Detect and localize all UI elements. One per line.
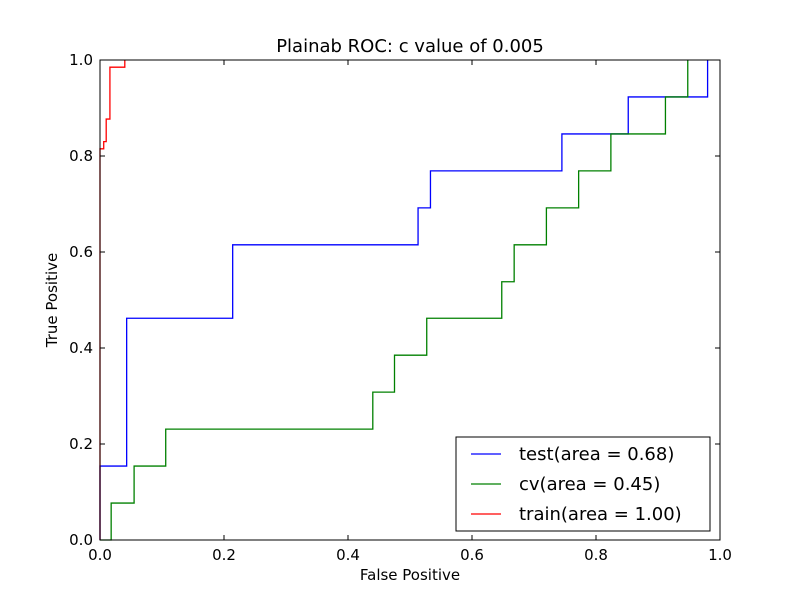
- legend-items: test(area = 0.68) cv(area = 0.45) train(ar…: [471, 444, 682, 525]
- legend: test(area = 0.68) cv(area = 0.45) train(ar…: [455, 436, 711, 532]
- axes-frame: [99, 59, 721, 541]
- x-axis-ticks: 0.0 0.2 0.4 0.6 0.8 1.0: [88, 60, 732, 564]
- y-tick-label: 0.8: [69, 147, 93, 165]
- series-line-1: [100, 60, 689, 541]
- y-axis-label: True Positive: [43, 253, 61, 348]
- x-tick-label: 0.6: [460, 546, 484, 564]
- x-tick-label: 0.4: [336, 546, 360, 564]
- series-layer: [99, 60, 709, 541]
- x-tick-label: 0.8: [584, 546, 608, 564]
- legend-label-2: train(area = 1.00): [519, 504, 682, 525]
- y-tick-label: 0.4: [69, 339, 93, 357]
- x-tick-label: 0.2: [212, 546, 236, 564]
- x-axis-label: False Positive: [360, 566, 460, 584]
- x-tick-label: 0.0: [88, 546, 112, 564]
- series-line-0: [99, 60, 709, 540]
- y-tick-label: 0.2: [69, 435, 93, 453]
- chart-title: Plainab ROC: c value of 0.005: [276, 36, 544, 57]
- y-tick-label: 0.6: [69, 243, 93, 261]
- series-line-2: [99, 60, 126, 540]
- legend-label-1: cv(area = 0.45): [519, 474, 660, 495]
- legend-label-0: test(area = 0.68): [519, 444, 674, 465]
- y-tick-label: 0.0: [69, 531, 93, 549]
- x-tick-label: 1.0: [708, 546, 732, 564]
- y-tick-label: 1.0: [69, 51, 93, 69]
- y-axis-ticks: 0.0 0.2 0.4 0.6 0.8 1.0: [69, 51, 720, 549]
